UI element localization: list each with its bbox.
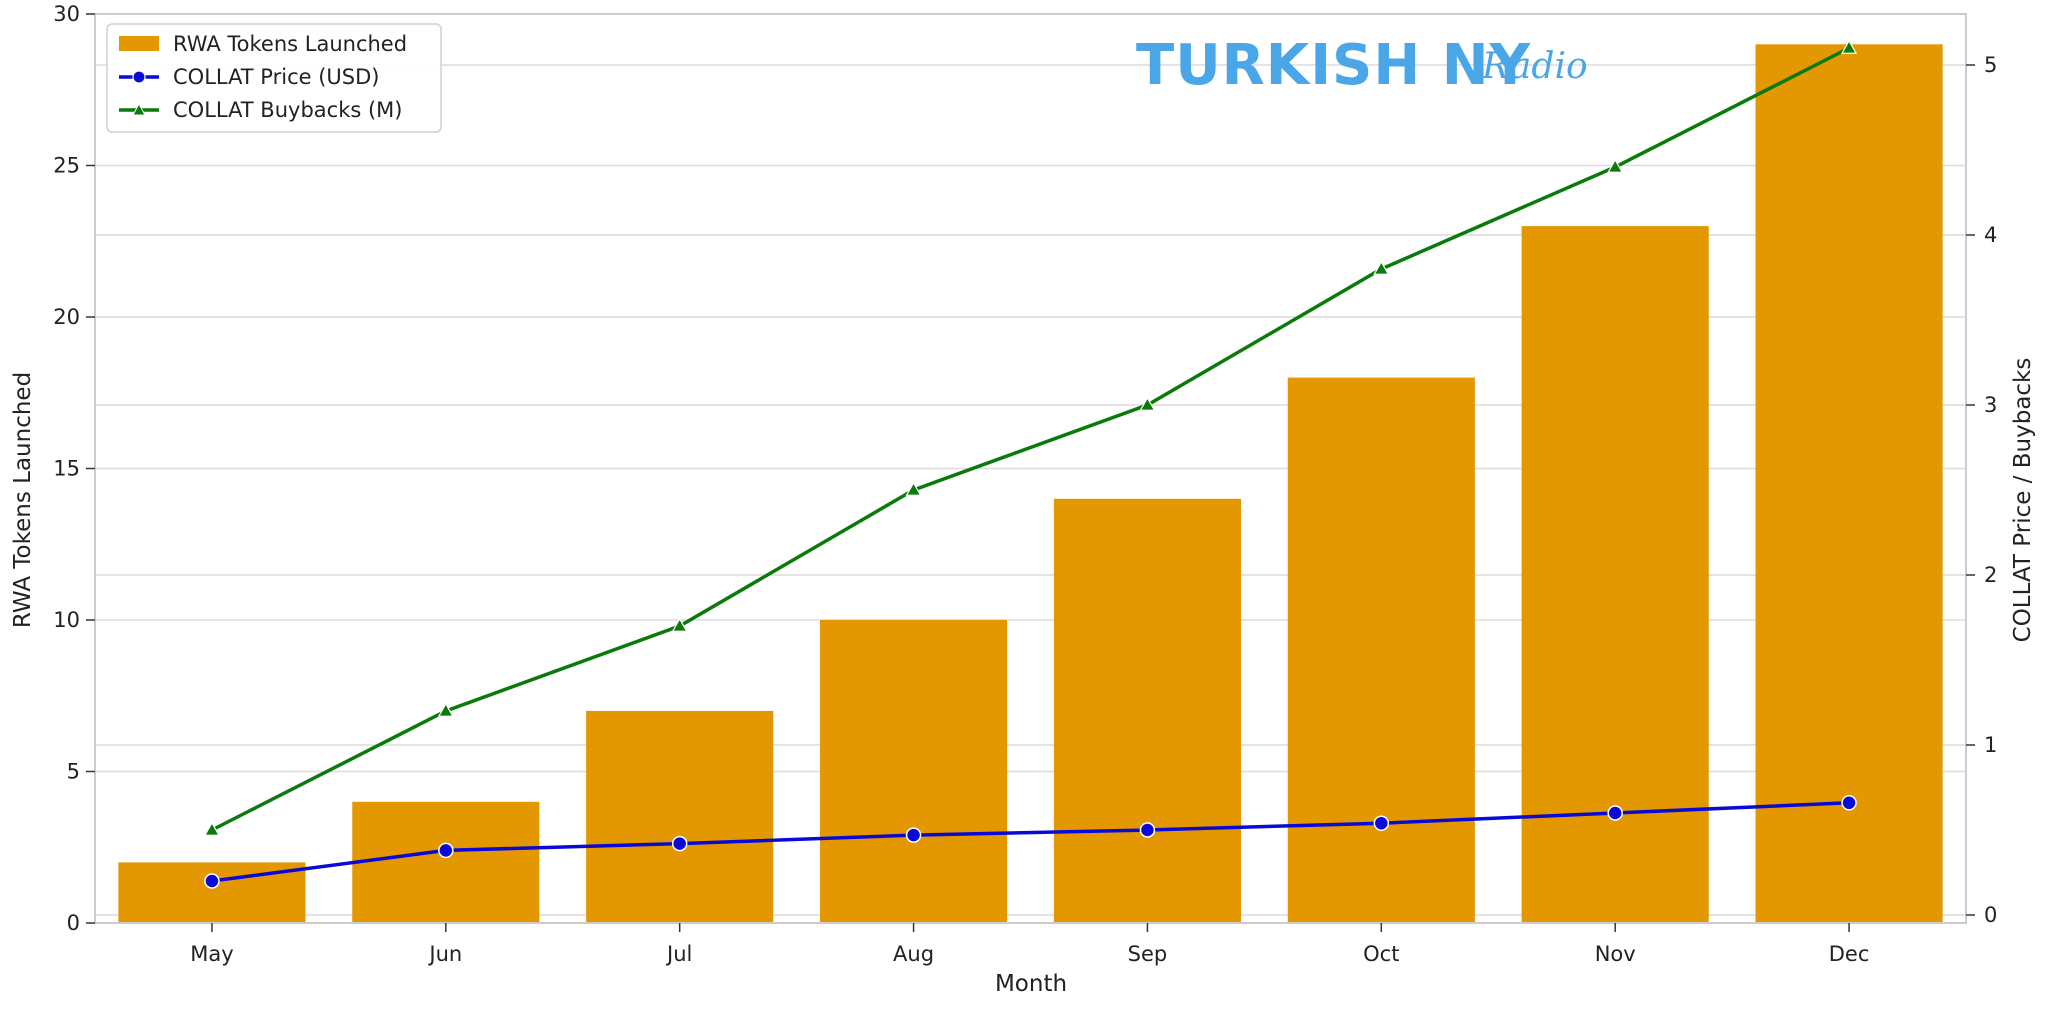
xtick-label-jul: Jul: [665, 942, 692, 966]
point-series-1-5: [1373, 260, 1390, 275]
xtick-label-may: May: [190, 942, 233, 966]
legend-marker-2: [132, 102, 146, 116]
point-series-1-4: [1139, 396, 1156, 411]
legend-box: [106, 23, 442, 133]
xtick-label-dec: Dec: [1829, 942, 1870, 966]
turkish-ny-radio-logo: TURKISH NY Radio: [1136, 33, 1588, 98]
point-series-0-7: [1841, 795, 1857, 811]
point-series-0-1: [438, 842, 454, 859]
bar-jun: [352, 801, 540, 923]
bar-jul: [586, 710, 774, 923]
point-series-1-0: [203, 821, 220, 836]
point-series-1-6: [1607, 158, 1624, 173]
line-series-1: [211, 46, 1850, 832]
bars: [118, 44, 1943, 924]
xtick-label-jun: Jun: [427, 942, 462, 966]
point-series-1-1: [437, 702, 454, 717]
point-series-0-2: [671, 835, 688, 852]
legend-swatch-0: [119, 36, 159, 51]
ytick-label-3: 15: [53, 457, 80, 481]
point-series-0-4: [1139, 822, 1156, 838]
ytick-label-2: 10: [53, 608, 80, 632]
x-axis-title: Month: [995, 971, 1067, 997]
ytick-label-5: 25: [53, 154, 80, 178]
bar-oct: [1287, 377, 1475, 924]
legend-label-1: COLLAT Price (USD): [173, 65, 379, 89]
tick-labels: 0 5 10 15 20 25 30 0 1 2 3 4 5 May Jun Jul Aug Sep Oct Nov D…: [53, 2, 1997, 966]
y-axis-title: RWA Tokens Launched: [10, 372, 36, 628]
legend: RWA Tokens Launched COLLAT Price (USD) COL…: [106, 23, 442, 133]
bar-sep: [1053, 498, 1241, 923]
point-series-0-6: [1607, 805, 1623, 821]
y2tick-label-2: 2: [1984, 563, 1997, 587]
bar-dec: [1755, 44, 1943, 924]
y2tick-label-4: 4: [1984, 223, 1997, 247]
ytick-label-4: 20: [53, 305, 80, 329]
xtick-label-nov: Nov: [1595, 942, 1636, 966]
xtick-label-oct: Oct: [1363, 942, 1399, 966]
point-series-1-3: [905, 481, 922, 496]
watermark-script-text: Radio: [1481, 46, 1588, 87]
y2tick-label-3: 3: [1984, 393, 1997, 417]
point-series-1-2: [671, 617, 688, 632]
lines: [203, 39, 1858, 889]
ytick-label-1: 5: [67, 760, 80, 784]
bar-aug: [820, 620, 1008, 923]
legend-marker-1: [132, 70, 146, 84]
y2-axis-title: COLLAT Price / Buybacks: [2010, 358, 2036, 643]
ytick-label-0: 0: [67, 911, 80, 935]
point-series-0-0: [204, 873, 220, 889]
xtick-label-sep: Sep: [1128, 942, 1168, 966]
point-series-0-5: [1373, 815, 1390, 831]
point-series-0-3: [905, 827, 922, 843]
point-series-1-7: [1841, 39, 1858, 54]
watermark-main-text: TURKISH NY: [1136, 33, 1532, 98]
ytick-label-6: 30: [53, 2, 80, 26]
xtick-label-aug: Aug: [893, 942, 934, 966]
y2tick-label-1: 1: [1984, 733, 1997, 757]
legend-label-0: RWA Tokens Launched: [173, 32, 407, 56]
line-series-0: [211, 801, 1850, 883]
legend-label-2: COLLAT Buybacks (M): [173, 98, 402, 122]
y2tick-label-5: 5: [1984, 53, 1997, 77]
y2tick-label-0: 0: [1984, 903, 1997, 927]
